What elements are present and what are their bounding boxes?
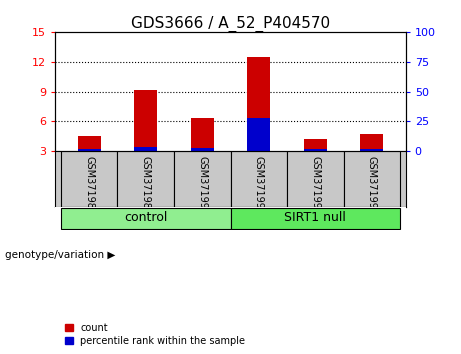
Bar [191, 118, 213, 151]
Bar [248, 118, 270, 151]
Text: control: control [124, 211, 167, 224]
Bar [304, 149, 326, 151]
Bar [230, 151, 287, 207]
Text: GSM371990: GSM371990 [197, 156, 207, 215]
Bar [78, 149, 100, 151]
Bar [135, 147, 157, 151]
Bar [61, 151, 118, 207]
Legend: count, percentile rank within the sample: count, percentile rank within the sample [65, 323, 245, 346]
Text: GSM371993: GSM371993 [367, 156, 377, 215]
Bar [343, 151, 400, 207]
Text: GSM371991: GSM371991 [254, 156, 264, 215]
Bar [361, 149, 383, 151]
Text: GSM371989: GSM371989 [141, 156, 151, 215]
Bar [61, 208, 230, 229]
Bar [118, 151, 174, 207]
Text: genotype/variation ▶: genotype/variation ▶ [5, 250, 115, 260]
Text: SIRT1 null: SIRT1 null [284, 211, 346, 224]
Bar [287, 151, 343, 207]
Bar [174, 151, 230, 207]
Bar [230, 208, 400, 229]
Bar [135, 90, 157, 151]
Bar [361, 134, 383, 151]
Bar [248, 57, 270, 151]
Text: GSM371988: GSM371988 [84, 156, 94, 215]
Text: GSM371992: GSM371992 [310, 156, 320, 215]
Bar [191, 148, 213, 151]
Bar [304, 139, 326, 151]
Bar [78, 136, 100, 151]
Title: GDS3666 / A_52_P404570: GDS3666 / A_52_P404570 [131, 16, 330, 32]
